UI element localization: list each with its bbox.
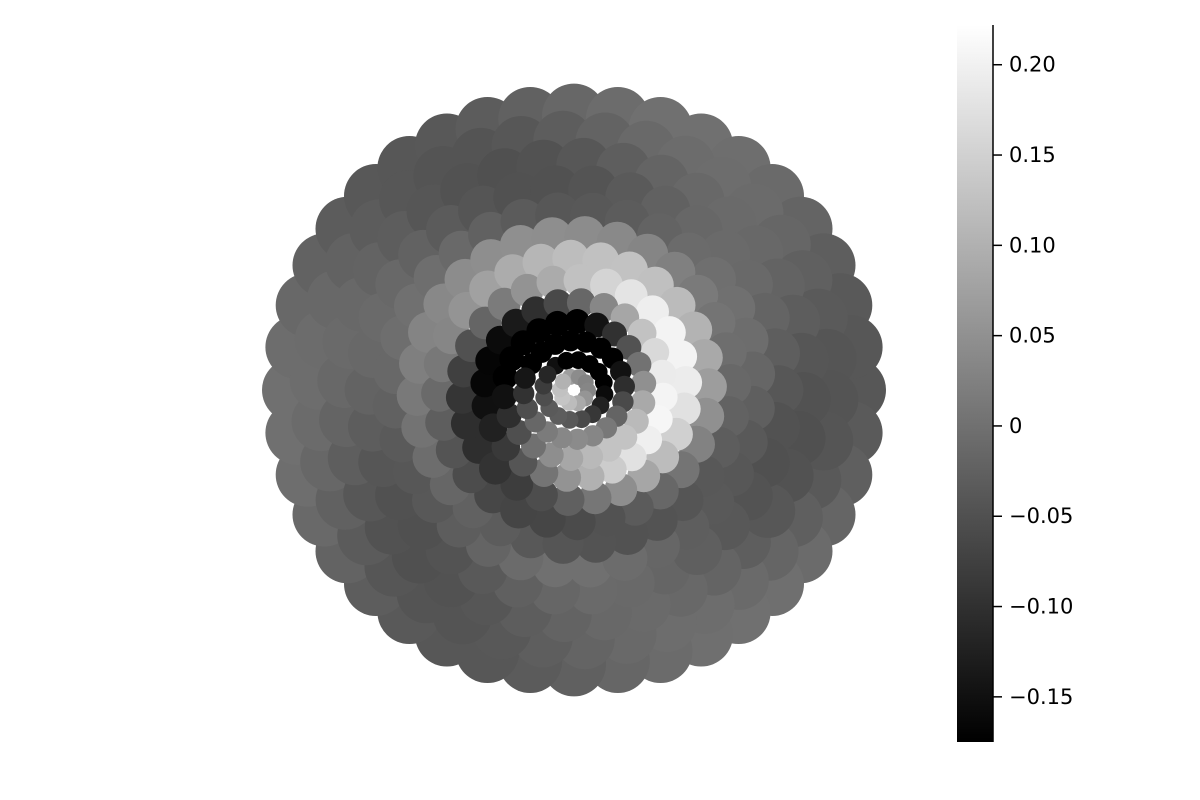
scatter-point: [631, 370, 657, 396]
colorbar-tick-label: 0.20: [1009, 53, 1056, 77]
scatter-point: [590, 268, 623, 302]
colorbar-ticks: −0.15 −0.10 −0.05 0 0.05 0.10 0.15 0.20: [993, 53, 1073, 709]
scatter-point: [555, 373, 571, 390]
colorbar-tick-label: −0.15: [1009, 685, 1073, 709]
colorbar-tick-label: 0.10: [1009, 233, 1056, 257]
scatter-point: [559, 330, 582, 352]
colorbar-tick-label: 0.05: [1009, 324, 1056, 348]
scatter-points: [262, 83, 886, 697]
colorbar-tick-label: −0.05: [1009, 504, 1073, 528]
scatter-point: [649, 382, 678, 412]
scatter-point: [564, 309, 590, 334]
colorbar-tick-label: 0: [1009, 414, 1022, 438]
scatter-point: [563, 264, 597, 297]
scatter-point: [470, 368, 500, 398]
scatter-point: [575, 462, 605, 491]
scatter-point: [544, 310, 570, 336]
colorbar-gradient: [957, 25, 993, 742]
scatter-point: [514, 367, 536, 389]
scatter-point: [626, 351, 652, 377]
scatter-point: [513, 382, 535, 405]
scatter-point: [566, 428, 589, 450]
scatter-point: [551, 483, 585, 516]
scatter-point: [598, 455, 627, 484]
scatter-point: [496, 403, 522, 429]
scatter-point: [613, 375, 635, 398]
scatter-point: [491, 384, 517, 410]
scatter-point: [669, 366, 703, 399]
scatter-point: [425, 403, 463, 441]
scatter-point: [685, 339, 723, 377]
scatter-point: [543, 289, 573, 318]
colorbar-tick-label: −0.10: [1009, 595, 1073, 619]
scatter-point: [525, 478, 558, 512]
colorbar: −0.15 −0.10 −0.05 0 0.05 0.10 0.15 0.20: [957, 25, 1073, 742]
colorbar-tick-label: 0.15: [1009, 143, 1056, 167]
scatter-point: [558, 446, 584, 471]
scatter-point: [578, 444, 604, 470]
scatter-point: [538, 365, 557, 384]
scatter-point: [521, 296, 550, 326]
scatter-point: [445, 381, 479, 414]
